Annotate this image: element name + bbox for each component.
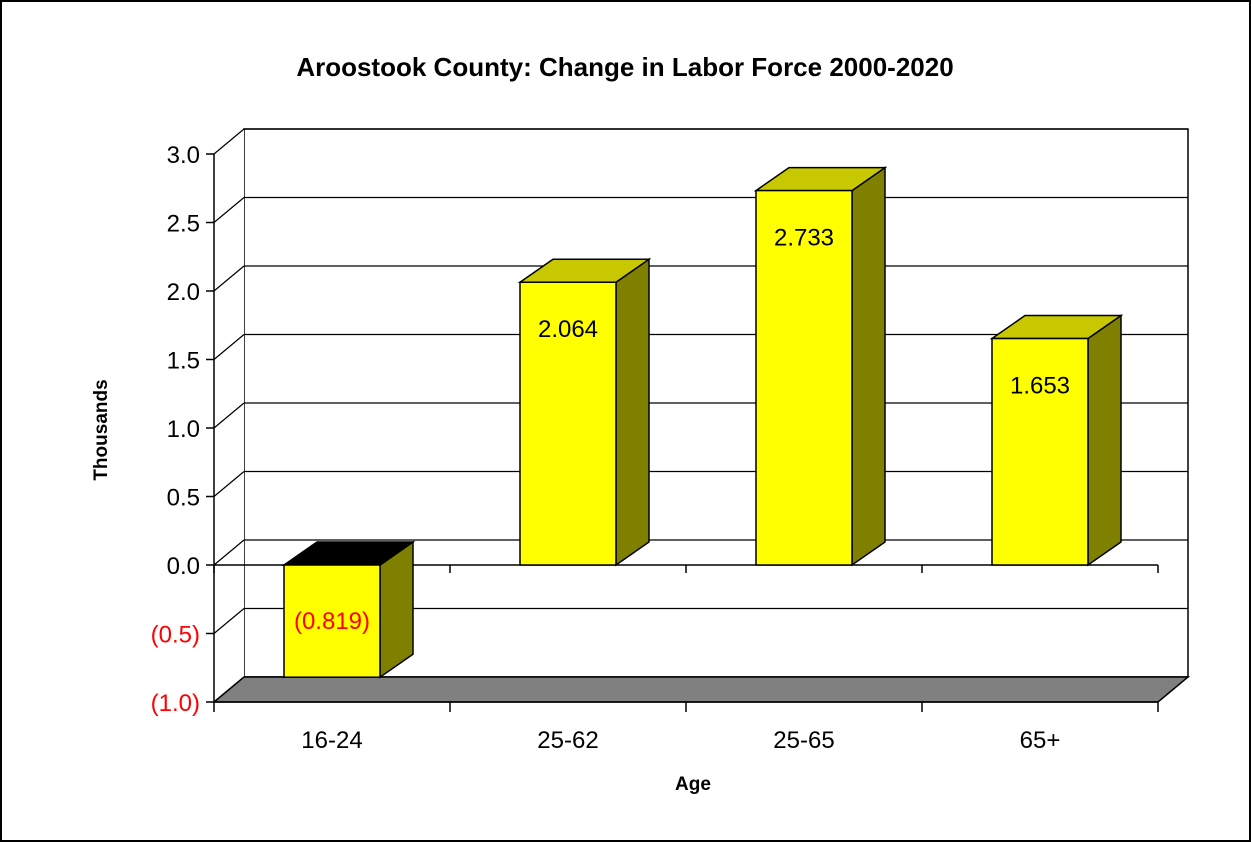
- y-tick-label: 1.0: [167, 416, 200, 443]
- y-tick-label: (0.5): [151, 622, 200, 649]
- x-tick-label: 65+: [1020, 727, 1061, 754]
- bar: [991, 337, 1089, 566]
- x-tick-label: 25-62: [537, 727, 598, 754]
- bar-group: 1.653: [989, 314, 1124, 567]
- y-tick-label: 0.5: [167, 485, 200, 512]
- bar-side: [1087, 314, 1122, 567]
- gridline-side: [213, 128, 245, 155]
- y-tick-label: 2.5: [167, 211, 200, 238]
- gridline-side: [213, 539, 245, 566]
- gridline-side: [213, 402, 245, 429]
- x-axis-title: Age: [675, 774, 711, 795]
- bar: [519, 281, 617, 566]
- bar-group: (0.819): [281, 540, 416, 679]
- y-tick-label: 2.0: [167, 279, 200, 306]
- x-tick-label: 16-24: [301, 727, 362, 754]
- gridline-side: [213, 608, 245, 634]
- y-tick-label: 3.0: [167, 142, 200, 169]
- x-tick-label: 25-65: [773, 727, 834, 754]
- bar-side: [615, 257, 650, 567]
- gridline-side: [213, 334, 245, 360]
- y-axis-title: Thousands: [91, 379, 112, 480]
- gridline-side: [213, 197, 245, 223]
- bar: [755, 189, 853, 566]
- bar: [283, 564, 381, 678]
- data-label: (0.819): [294, 608, 370, 635]
- chart-floor: [211, 676, 1191, 703]
- bar-group: 2.064: [517, 257, 652, 567]
- data-label: 1.653: [1010, 373, 1070, 400]
- chart-title: Aroostook County: Change in Labor Force …: [296, 52, 953, 82]
- data-label: 2.733: [774, 225, 834, 252]
- bar-group: 2.733: [753, 166, 888, 567]
- y-tick-label: (1.0): [151, 690, 200, 717]
- gridline-side: [213, 471, 245, 497]
- y-tick-label: 0.0: [167, 553, 200, 580]
- gridline-side: [213, 265, 245, 292]
- bar-side: [851, 166, 886, 567]
- data-label: 2.064: [538, 316, 598, 343]
- y-tick-label: 1.5: [167, 348, 200, 375]
